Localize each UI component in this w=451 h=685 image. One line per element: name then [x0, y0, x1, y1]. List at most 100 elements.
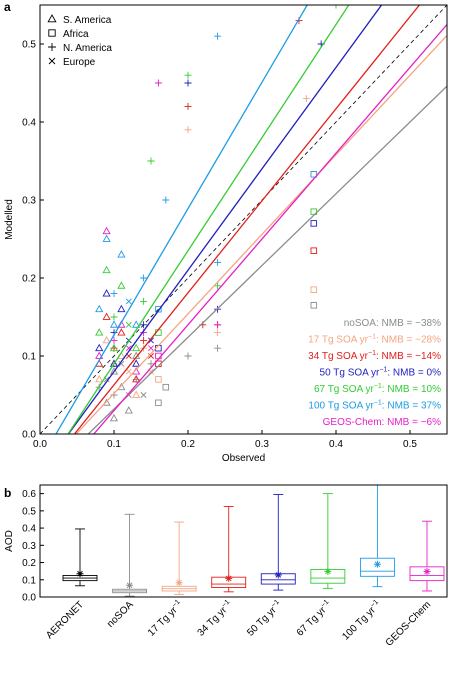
point-t100	[95, 304, 104, 313]
fit-line-noSOA	[87, 85, 447, 434]
series-legend-t50: 50 Tg SOA yr−1: NMB = 0%	[320, 367, 442, 379]
category-label-text: GEOS-Chem	[384, 599, 433, 648]
series-legend-t100: 100 Tg SOA yr−1: NMB = 37%	[308, 400, 441, 412]
panel-a-label: a	[4, 0, 11, 14]
y-tick-label: 0.5	[22, 40, 36, 51]
series-legend-text: 50 Tg SOA yr	[320, 368, 381, 379]
point-noSOA	[147, 360, 155, 368]
point-t100	[117, 250, 126, 258]
point-noSOA	[140, 392, 147, 398]
category-label-aeronet: AERONET	[44, 599, 86, 641]
point-geos	[110, 336, 118, 344]
legend-label: N. America	[63, 43, 112, 54]
point-geos	[148, 345, 154, 352]
point-t100	[110, 290, 118, 298]
point-t67	[109, 343, 119, 352]
y-tick-label: 0.5	[22, 506, 36, 517]
point-noSOA	[109, 413, 119, 422]
point-t50	[132, 359, 141, 367]
y-tick-label: 0.3	[22, 541, 36, 552]
box-t17	[161, 521, 197, 595]
point-t67	[110, 313, 118, 321]
category-label-text: 100 Tg yr	[340, 605, 378, 643]
box-t67	[310, 493, 346, 589]
fit-line-geos	[92, 24, 447, 434]
series-legend-sup: −1	[368, 334, 376, 341]
plot-frame	[39, 484, 448, 598]
point-t67	[214, 282, 222, 290]
fit-line-t17	[75, 34, 447, 434]
point-t100	[214, 258, 222, 266]
y-tick-label: 0.2	[22, 558, 36, 569]
x-tick-label: 0.4	[329, 439, 343, 450]
legend-marker-square	[48, 29, 56, 37]
series-legend-sup: −1	[374, 400, 382, 407]
y-tick-label: 0.4	[22, 118, 36, 129]
point-geos	[214, 321, 222, 329]
x-tick-label: 0.1	[107, 439, 121, 450]
point-t50	[184, 79, 192, 87]
point-t17	[102, 335, 111, 344]
series-legend-text: noSOA: NMB = −38%	[344, 318, 441, 329]
legend-marker-triangle	[47, 14, 57, 23]
point-noSOA	[184, 352, 192, 360]
category-label-t50: 50 Tg yr−1	[244, 599, 284, 639]
point-noSOA	[124, 406, 133, 414]
series-legend-text-rest: : NMB = −14%	[376, 351, 441, 362]
panel-b-label: b	[4, 486, 11, 500]
point-t100	[102, 234, 111, 242]
box-mean-marker	[126, 581, 134, 589]
point-t50	[95, 343, 104, 352]
legend-label: Europe	[63, 57, 96, 68]
y-tick-label: 0.1	[22, 352, 36, 363]
y-tick-label: 0.3	[22, 196, 36, 207]
point-t17	[132, 390, 141, 398]
series-legend-noSOA: noSOA: NMB = −38%	[344, 318, 441, 329]
x-tick-label: 0.0	[33, 439, 47, 450]
point-noSOA	[118, 360, 125, 367]
point-t50	[310, 220, 318, 227]
x-tick-label: 0.3	[255, 439, 269, 450]
point-t100	[140, 274, 148, 282]
point-t67	[132, 343, 141, 352]
one-to-one-line	[40, 5, 447, 434]
y-tick-label: 0.6	[22, 489, 36, 500]
point-noSOA	[155, 399, 162, 407]
box-mean-marker	[225, 574, 233, 582]
legend-marker-cross	[48, 57, 56, 65]
point-noSOA	[109, 367, 119, 375]
category-label-text: 50 Tg yr	[245, 605, 279, 639]
point-t67	[125, 321, 132, 328]
point-t67	[102, 265, 111, 274]
point-t67	[95, 328, 104, 336]
point-t67	[147, 157, 155, 165]
legend-label: S. America	[63, 15, 112, 26]
category-label-text: 34 Tg yr	[196, 605, 230, 639]
category-label-t17: 17 Tg yr−1	[145, 599, 185, 639]
fit-line-t50	[67, 5, 383, 434]
point-t17	[302, 95, 310, 103]
point-t100	[125, 298, 132, 305]
series-legend-t67: 67 Tg SOA yr−1: NMB = 10%	[314, 383, 441, 395]
box-mean-marker	[175, 579, 183, 587]
plot-area	[40, 5, 447, 434]
series-legend-text-rest: : NMB = 0%	[387, 368, 441, 379]
point-t50	[117, 304, 126, 313]
point-t34	[310, 247, 318, 254]
box-mean-marker	[324, 567, 332, 575]
category-label-t100: 100 Tg yr−1	[340, 599, 384, 643]
point-t50	[109, 359, 119, 367]
point-t17	[95, 374, 104, 383]
x-tick-label: 0.2	[181, 439, 195, 450]
point-t67	[184, 71, 192, 79]
category-label-t67: 67 Tg yr−1	[294, 599, 334, 639]
category-label-sup: −1	[270, 599, 281, 610]
point-t34	[140, 336, 148, 344]
box-t100	[359, 484, 395, 588]
series-legend-text: 17 Tg SOA yr	[308, 335, 369, 346]
point-t34	[117, 328, 126, 336]
point-noSOA	[162, 383, 170, 391]
point-noSOA	[214, 344, 222, 352]
point-t100	[109, 320, 119, 328]
